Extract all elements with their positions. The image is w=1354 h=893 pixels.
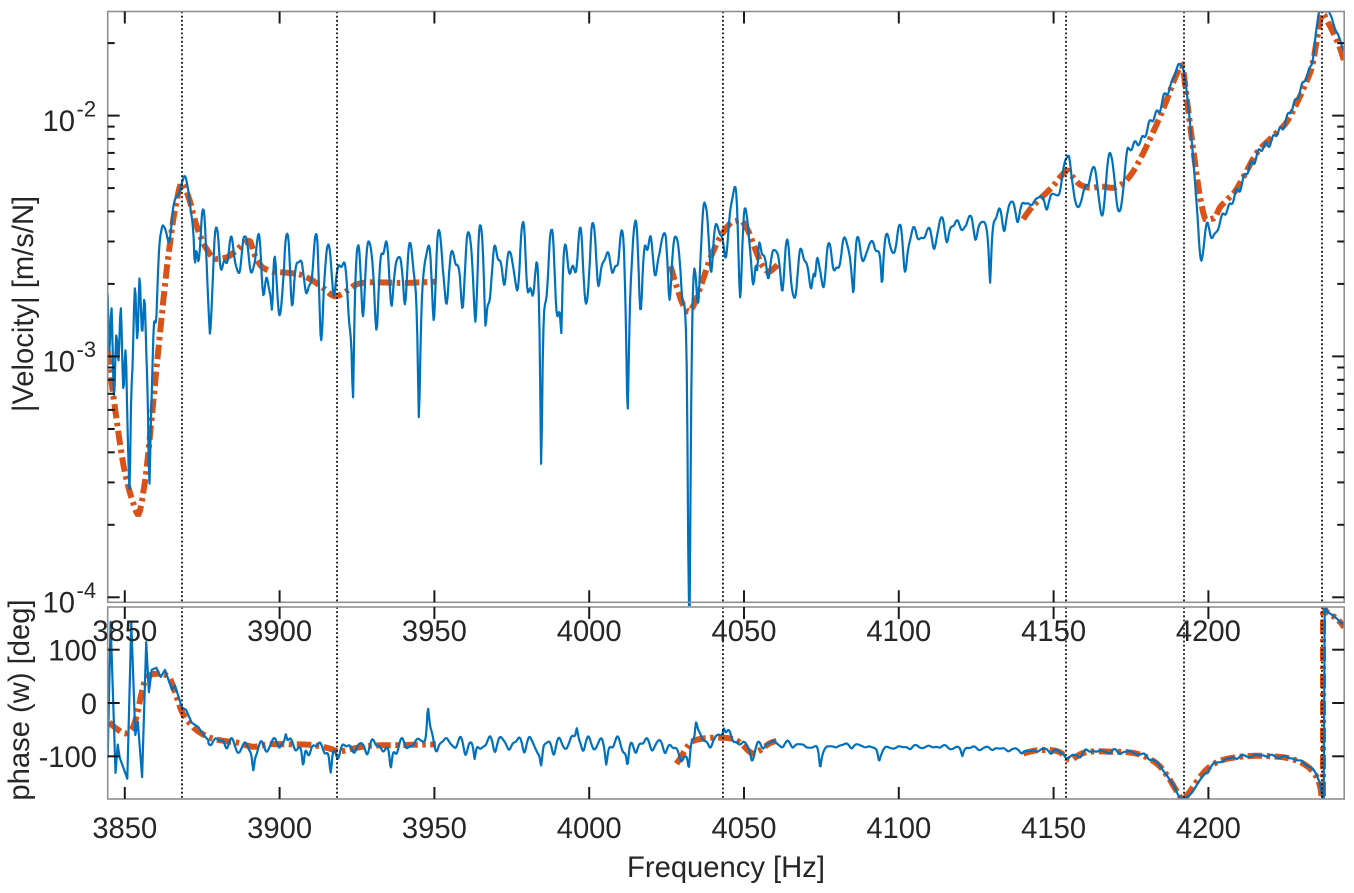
svg-text:-4: -4 <box>77 578 97 603</box>
svg-text:4000: 4000 <box>557 813 622 845</box>
svg-text:0: 0 <box>81 689 97 721</box>
svg-text:4200: 4200 <box>1176 616 1241 648</box>
svg-text:10: 10 <box>43 588 75 620</box>
svg-text:|Velocity| [m/s/N]: |Velocity| [m/s/N] <box>8 196 40 412</box>
svg-text:3950: 3950 <box>402 813 467 845</box>
svg-text:Frequency [Hz]: Frequency [Hz] <box>627 852 825 884</box>
svg-text:3900: 3900 <box>247 813 312 845</box>
svg-text:4150: 4150 <box>1021 616 1086 648</box>
svg-text:-2: -2 <box>77 96 97 121</box>
svg-text:-3: -3 <box>77 337 97 362</box>
svg-text:-100: -100 <box>39 742 97 774</box>
svg-text:3850: 3850 <box>92 616 157 648</box>
svg-text:4200: 4200 <box>1176 813 1241 845</box>
svg-text:10: 10 <box>43 106 75 138</box>
svg-text:4100: 4100 <box>866 616 931 648</box>
svg-text:10: 10 <box>43 347 75 379</box>
svg-text:4050: 4050 <box>712 616 777 648</box>
svg-text:3850: 3850 <box>92 813 157 845</box>
svg-text:3950: 3950 <box>402 616 467 648</box>
svg-text:4000: 4000 <box>557 616 622 648</box>
svg-text:4050: 4050 <box>712 813 777 845</box>
svg-text:4150: 4150 <box>1021 813 1086 845</box>
svg-text:4100: 4100 <box>866 813 931 845</box>
svg-text:3900: 3900 <box>247 616 312 648</box>
svg-text:100: 100 <box>48 635 97 667</box>
svg-text:phase (w) [deg]: phase (w) [deg] <box>4 599 36 800</box>
